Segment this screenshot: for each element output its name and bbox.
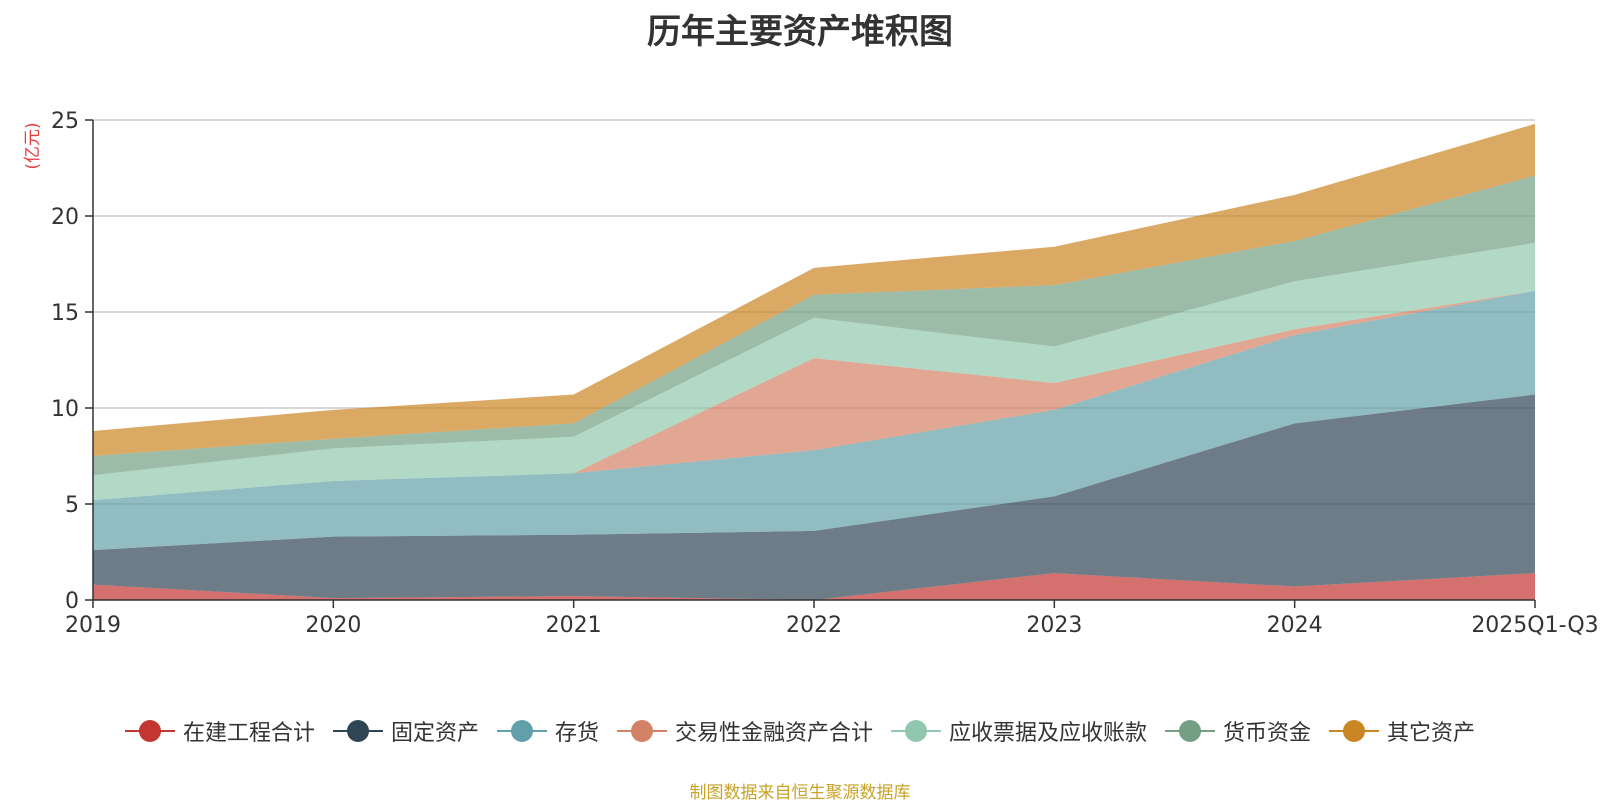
legend-label: 交易性金融资产合计: [674, 721, 873, 746]
legend-item-1[interactable]: 固定资产: [332, 715, 479, 747]
y-tick-label-25: 25: [51, 109, 79, 134]
x-tick-label-5: 2024: [1267, 613, 1323, 638]
area-series-2: [93, 290, 1535, 551]
legend-marker-icon: [332, 719, 383, 743]
legend-marker-icon: [891, 719, 941, 743]
y-tick-label-20: 20: [51, 205, 79, 230]
area-series-1: [93, 394, 1535, 600]
x-tick-label-3: 2022: [786, 613, 842, 638]
x-tick-label-0: 2019: [65, 613, 121, 638]
y-tick-label-5: 5: [65, 493, 79, 518]
legend-label: 在建工程合计: [182, 721, 315, 746]
source-note: 制图数据来自恒生聚源数据库: [689, 783, 911, 803]
legend-item-6[interactable]: 其它资产: [1329, 715, 1475, 747]
x-tick-label-2: 2021: [546, 613, 602, 638]
legend-marker-icon: [1165, 719, 1216, 743]
legend-label: 应收票据及应收账款: [949, 721, 1148, 746]
axis-layer: 0 5 10 15 20 25 2019 2020 2021 2022 2023 2024 2025Q1…: [51, 109, 1599, 638]
legend-item-4[interactable]: 应收票据及应收账款: [891, 715, 1147, 747]
legend-label: 货币资金: [1223, 721, 1312, 746]
y-tick-label-0: 0: [65, 589, 79, 614]
area-series-4: [93, 242, 1535, 501]
legend-item-3[interactable]: 交易性金融资产合计: [616, 715, 873, 747]
legend-marker-icon: [496, 719, 547, 743]
y-tick-label-15: 15: [51, 301, 79, 326]
area-series-0: [93, 573, 1535, 600]
legend-marker-icon: [1329, 719, 1380, 743]
y-tick-label-10: 10: [51, 397, 79, 422]
legend-label: 固定资产: [390, 721, 479, 746]
area-series-3: [93, 290, 1535, 501]
legend-item-2[interactable]: 存货: [496, 715, 599, 747]
legend-label: 存货: [554, 721, 599, 746]
legend-item-5[interactable]: 货币资金: [1165, 715, 1311, 747]
area-series-6: [93, 123, 1535, 456]
x-tick-label-4: 2023: [1026, 613, 1082, 638]
area-layer: [93, 123, 1535, 600]
chart-title: 历年主要资产堆积图: [647, 12, 953, 52]
y-axis-unit-label: (亿元): [23, 122, 43, 169]
legend-label: 其它资产: [1387, 721, 1476, 746]
legend-marker-icon: [616, 719, 667, 743]
legend-item-0[interactable]: 在建工程合计: [124, 715, 315, 747]
x-tick-label-1: 2020: [305, 613, 361, 638]
legend-marker-icon: [124, 719, 175, 743]
x-tick-label-6: 2025Q1-Q3: [1471, 613, 1598, 638]
legend: 在建工程合计 固定资产 存货 交易性金融资产合计 应收票据及应收账款 货币资金 其它资产: [0, 714, 1600, 748]
